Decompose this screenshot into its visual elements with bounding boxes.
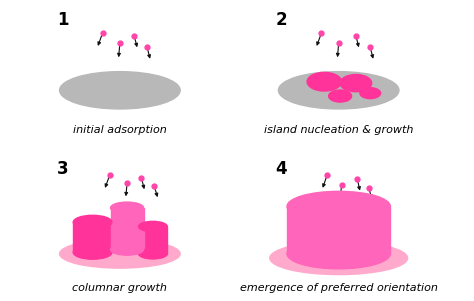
Ellipse shape [110, 244, 144, 255]
Polygon shape [287, 206, 391, 254]
Text: 1: 1 [57, 11, 68, 29]
Text: island nucleation & growth: island nucleation & growth [264, 126, 413, 135]
Polygon shape [138, 226, 167, 254]
Ellipse shape [110, 202, 144, 214]
Text: emergence of preferred orientation: emergence of preferred orientation [240, 283, 438, 293]
Ellipse shape [360, 88, 381, 99]
Ellipse shape [73, 245, 112, 259]
Ellipse shape [73, 215, 112, 229]
Ellipse shape [270, 242, 408, 275]
Ellipse shape [138, 221, 167, 232]
Text: 2: 2 [275, 11, 287, 29]
Text: 3: 3 [57, 160, 68, 178]
Text: columnar growth: columnar growth [73, 283, 167, 293]
Ellipse shape [328, 90, 352, 102]
Ellipse shape [340, 75, 372, 92]
Ellipse shape [307, 72, 342, 91]
Ellipse shape [60, 72, 180, 109]
Polygon shape [73, 222, 112, 252]
Text: initial adsorption: initial adsorption [73, 126, 167, 135]
Ellipse shape [278, 72, 399, 109]
Ellipse shape [287, 191, 391, 222]
Ellipse shape [138, 249, 167, 259]
Text: 4: 4 [275, 160, 287, 178]
Ellipse shape [60, 239, 180, 268]
Ellipse shape [287, 239, 391, 269]
Polygon shape [110, 208, 144, 250]
